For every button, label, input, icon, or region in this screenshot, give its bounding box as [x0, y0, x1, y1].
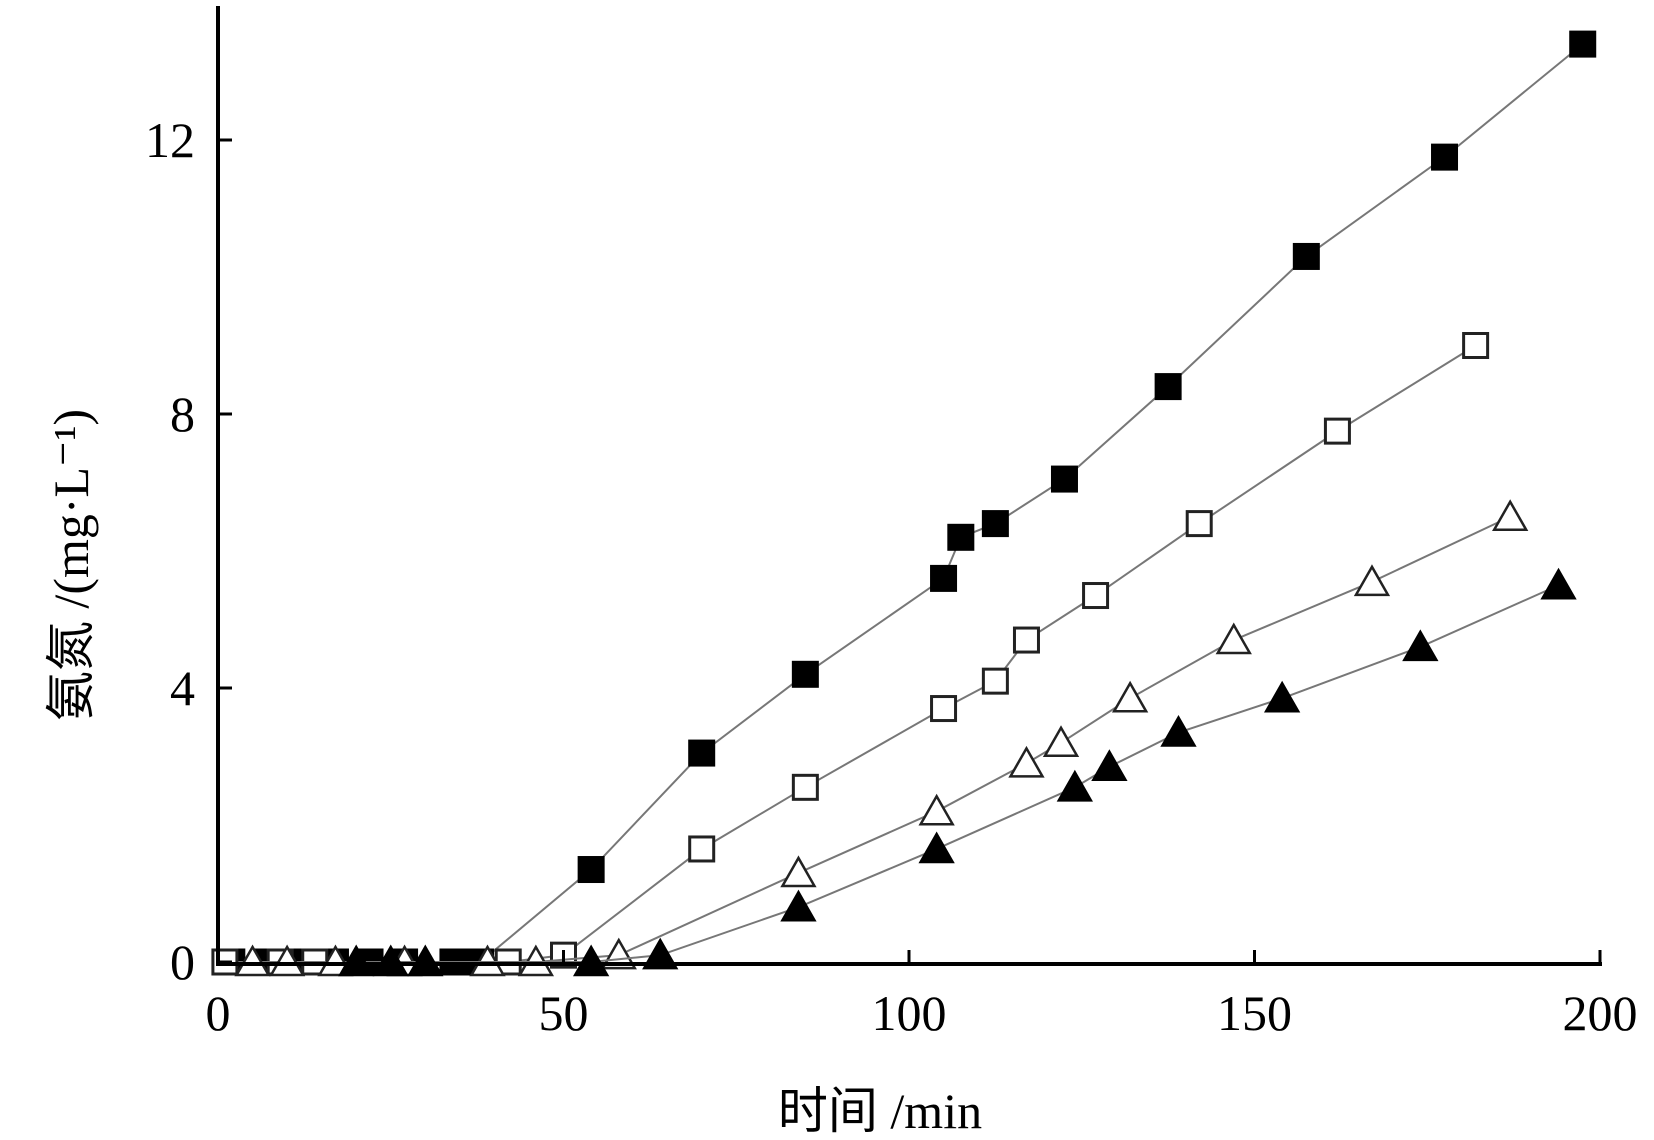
x-tick-label: 200 [1563, 985, 1638, 1041]
series-line [356, 584, 1559, 963]
data-point [780, 855, 817, 888]
x-tick-label: 0 [206, 985, 231, 1041]
data-point [1050, 465, 1078, 493]
data-point [1082, 582, 1110, 610]
data-point [791, 773, 819, 801]
series-filled-triangle [338, 567, 1577, 977]
data-point [572, 944, 610, 977]
series-line [252, 515, 1511, 963]
data-point [981, 510, 1009, 538]
data-point [407, 944, 444, 977]
data-point [918, 831, 955, 864]
data-point [1111, 680, 1149, 713]
data-point [642, 937, 679, 970]
data-point [947, 523, 975, 551]
y-tick-label: 12 [145, 112, 195, 168]
data-point [1185, 510, 1213, 538]
data-point [1012, 626, 1040, 654]
data-point [1402, 629, 1439, 662]
data-point [791, 660, 819, 688]
data-point [1353, 564, 1391, 597]
data-point [372, 944, 409, 977]
data-point [1042, 725, 1080, 758]
data-point [1160, 715, 1197, 747]
data-point [1462, 332, 1490, 359]
x-axis-label: 时间 /min [778, 1083, 982, 1139]
data-point [234, 944, 271, 977]
y-tick-label: 0 [170, 934, 195, 990]
data-point [1492, 499, 1529, 531]
data-point [268, 944, 306, 977]
y-tick-label: 8 [170, 386, 195, 442]
data-point [1292, 242, 1320, 270]
data-point [600, 937, 637, 970]
series-open-triangle [234, 499, 1529, 977]
data-point [1215, 622, 1252, 655]
data-point [981, 667, 1009, 695]
tick-layer: 0 50 100 150 200 0 4 8 12 [145, 112, 1638, 1041]
data-point [577, 856, 605, 884]
data-point [688, 835, 716, 863]
data-point [1154, 373, 1182, 401]
y-tick-label: 4 [170, 660, 195, 716]
x-tick-label: 100 [872, 985, 947, 1041]
data-point [1569, 30, 1597, 58]
series-line [224, 344, 1477, 963]
series-open-square [211, 332, 1490, 976]
data-point [1323, 417, 1351, 445]
x-tick-label: 50 [539, 985, 589, 1041]
data-point [930, 695, 958, 723]
data-point [1540, 567, 1577, 600]
data-point [688, 739, 716, 767]
data-point [930, 564, 958, 592]
data-point [780, 889, 817, 922]
data-point [1008, 745, 1045, 778]
data-point [1056, 769, 1093, 802]
series-layer [211, 30, 1597, 977]
series-filled-square [218, 30, 1597, 976]
x-tick-label: 150 [1217, 985, 1292, 1041]
data-point [918, 793, 955, 826]
data-point [1091, 749, 1128, 782]
data-point [1263, 680, 1301, 713]
data-point [338, 944, 375, 977]
y-axis-label: 氨氮 /(mg·L⁻¹) [43, 409, 99, 721]
data-point [1431, 143, 1459, 171]
